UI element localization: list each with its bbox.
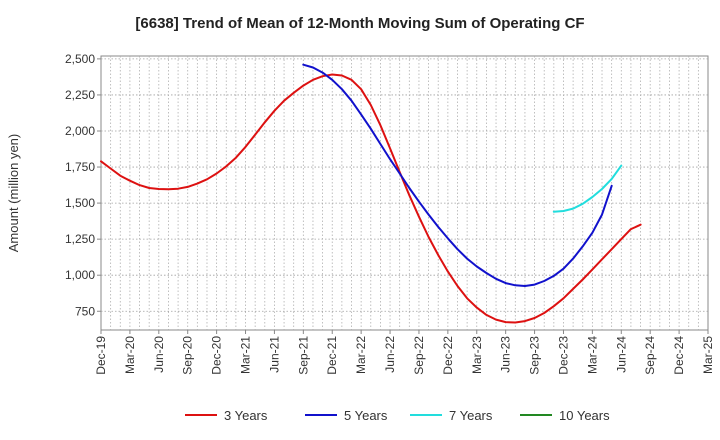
x-tick-label: Sep-24 (643, 336, 657, 375)
y-tick-label: 750 (75, 304, 95, 318)
x-tick-label: Mar-21 (239, 336, 253, 374)
x-tick-label: Dec-20 (210, 336, 224, 375)
legend-label: 5 Years (344, 408, 388, 423)
x-tick-label: Mar-20 (123, 336, 137, 374)
legend-label: 7 Years (449, 408, 493, 423)
y-tick-label: 2,500 (65, 52, 95, 66)
x-tick-label: Sep-22 (412, 336, 426, 375)
y-axis-label: Amount (million yen) (6, 134, 21, 253)
y-tick-label: 1,750 (65, 160, 95, 174)
x-tick-label: Jun-20 (152, 336, 166, 373)
x-tick-label: Sep-20 (181, 336, 195, 375)
legend-label: 3 Years (224, 408, 268, 423)
y-tick-label: 1,500 (65, 196, 95, 210)
x-tick-label: Mar-24 (585, 336, 599, 374)
plot-area (100, 55, 709, 331)
x-tick-label: Jun-22 (383, 336, 397, 373)
y-tick-label: 1,250 (65, 232, 95, 246)
series-lines (100, 63, 642, 324)
y-axis-ticks: 750 1,000 1,250 1,500 1,750 2,000 2,250 2,500 (65, 52, 101, 318)
y-tick-label: 2,250 (65, 88, 95, 102)
series-line-7-years (552, 164, 623, 213)
x-tick-label: Dec-22 (441, 336, 455, 375)
x-axis-ticks: Dec-19 Mar-20 Jun-20 Sep-20 Dec-20 Mar-21 Jun-… (94, 330, 715, 375)
legend: 3 Years 5 Years 7 Years 10 Years (185, 408, 610, 423)
x-tick-label: Dec-24 (672, 336, 686, 375)
x-tick-label: Mar-23 (470, 336, 484, 374)
x-tick-label: Dec-19 (94, 336, 108, 375)
x-tick-label: Jun-21 (267, 336, 281, 373)
x-tick-label: Jun-23 (499, 336, 513, 373)
x-tick-label: Sep-23 (528, 336, 542, 375)
x-tick-label: Dec-23 (556, 336, 570, 375)
x-tick-label: Dec-21 (325, 336, 339, 375)
x-tick-label: Mar-22 (354, 336, 368, 374)
vertical-gridlines (110, 56, 699, 330)
legend-label: 10 Years (559, 408, 610, 423)
chart-title: [6638] Trend of Mean of 12-Month Moving … (135, 15, 584, 32)
x-tick-label: Mar-25 (701, 336, 715, 374)
x-tick-label: Jun-24 (614, 336, 628, 373)
series-line-3-years (100, 73, 642, 324)
y-tick-label: 1,000 (65, 268, 95, 282)
x-tick-label: Sep-21 (296, 336, 310, 375)
series-line-5-years (302, 63, 613, 287)
y-tick-label: 2,000 (65, 124, 95, 138)
